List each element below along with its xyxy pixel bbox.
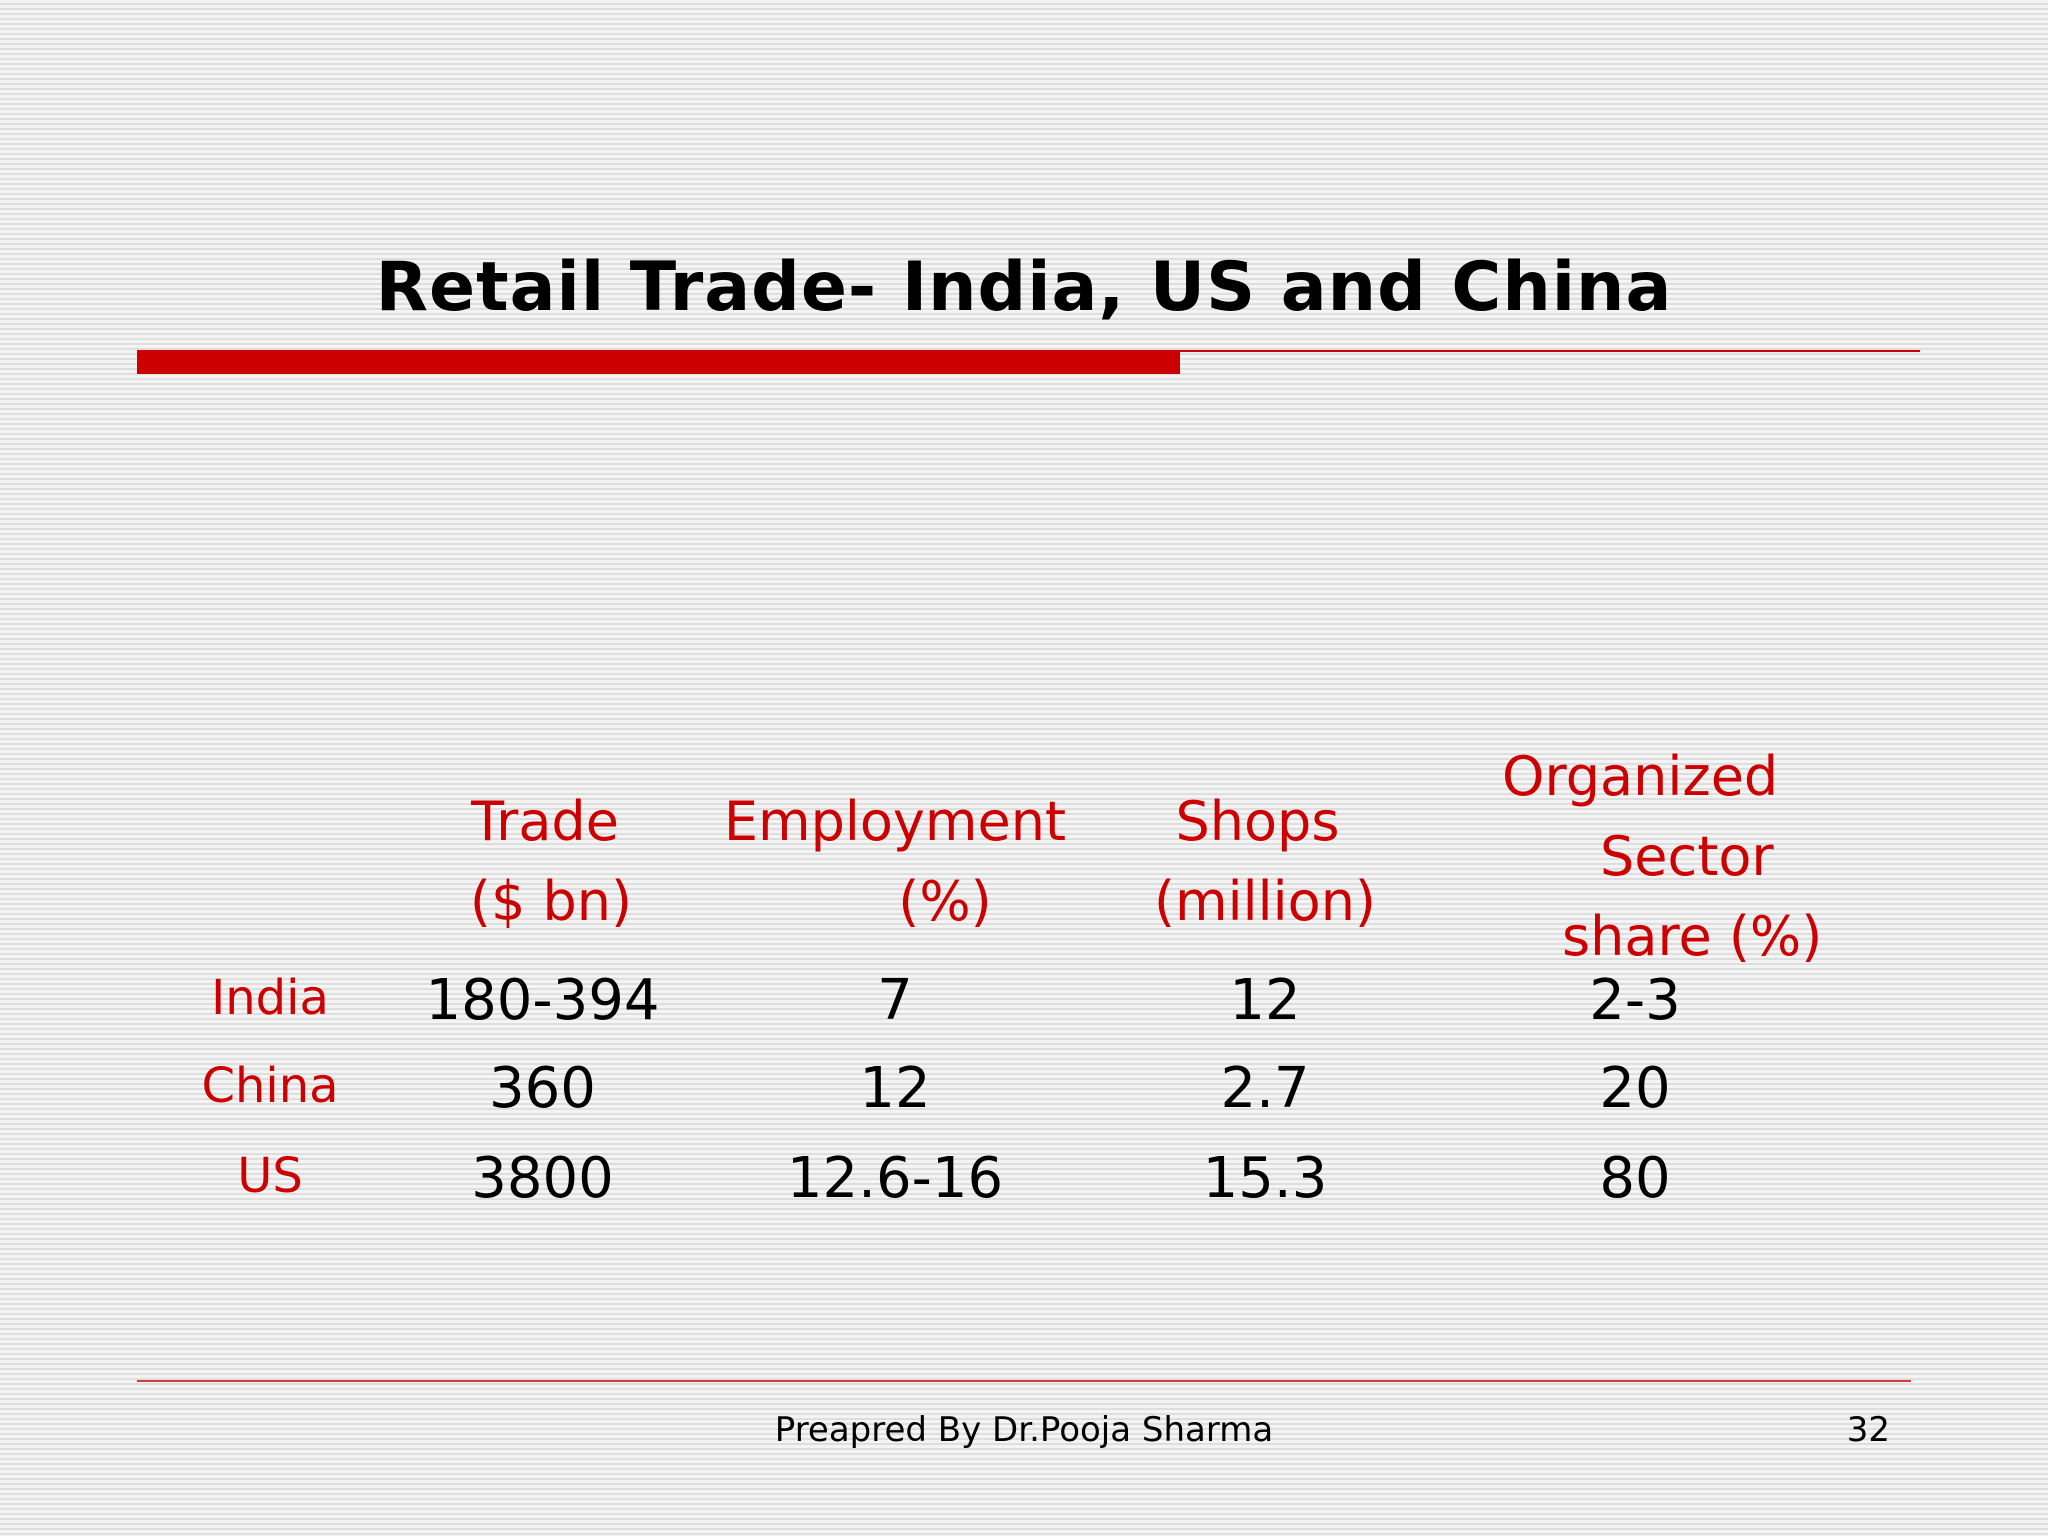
cell-india-organized-share: 2-3: [1589, 968, 1681, 1033]
header-line: ($ bn): [469, 870, 633, 933]
footer-divider: [137, 1380, 1911, 1382]
header-line: Trade: [471, 790, 619, 853]
slide-title: Retail Trade- India, US and China: [375, 248, 1673, 327]
row-label-china: China: [201, 1058, 339, 1114]
cell-india-trade: 180-394: [425, 968, 660, 1033]
row-label-us: US: [237, 1148, 303, 1204]
cell-us-organized-share: 80: [1599, 1146, 1671, 1211]
cell-india-shops: 12: [1229, 968, 1301, 1033]
cell-china-organized-share: 20: [1599, 1056, 1671, 1121]
header-line: Employment: [723, 790, 1067, 853]
header-shops: Shops (million): [1140, 782, 1390, 942]
title-underline-thick: [137, 350, 1180, 374]
header-organized-sector-share: Organized Sector share (%): [1480, 737, 1860, 977]
header-line: (%): [898, 870, 992, 933]
title-underline-thin: [1180, 350, 1920, 352]
footer-credit: Preapred By Dr.Pooja Sharma: [774, 1410, 1274, 1450]
header-line: (million): [1153, 870, 1376, 933]
header-employment: Employment (%): [720, 782, 1070, 942]
cell-india-employment: 7: [877, 968, 913, 1033]
cell-china-employment: 12: [859, 1056, 931, 1121]
cell-china-trade: 360: [489, 1056, 596, 1121]
header-line: Shops: [1175, 790, 1340, 853]
cell-us-trade: 3800: [471, 1146, 614, 1211]
header-line: Sector: [1600, 825, 1774, 888]
row-label-india: India: [211, 970, 329, 1026]
page-number: 32: [1846, 1410, 1890, 1450]
cell-us-employment: 12.6-16: [786, 1146, 1004, 1211]
header-line: share (%): [1562, 905, 1823, 968]
header-line: Organized: [1502, 745, 1779, 808]
cell-us-shops: 15.3: [1202, 1146, 1328, 1211]
cell-china-shops: 2.7: [1220, 1056, 1310, 1121]
header-trade: Trade ($ bn): [440, 782, 650, 942]
